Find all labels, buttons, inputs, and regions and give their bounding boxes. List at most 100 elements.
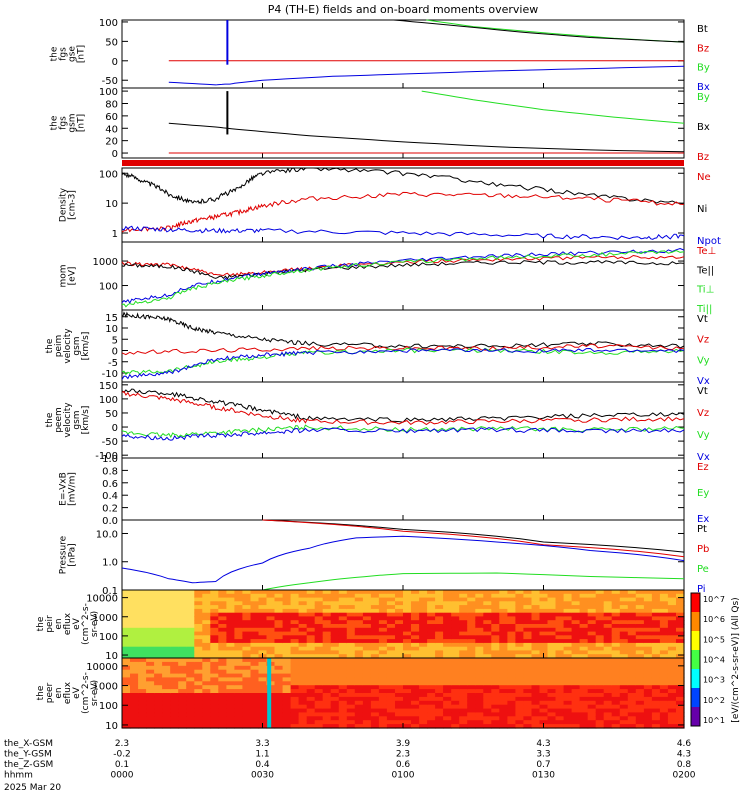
legend-pb: Pb [697,544,709,555]
y-axis-label: eflux [63,612,73,635]
series-pressure-pi [121,535,685,584]
legend-te: Te⊥ [696,246,716,257]
y-axis-label: the [36,616,46,631]
y-axis-label: Pressure [59,535,69,574]
y-axis-label: the [50,46,60,61]
colorbar-frame [690,592,701,727]
panel-peer-spectrogram [121,657,685,729]
legend-ti: Ti⊥ [696,285,714,296]
legend-bz: Bz [697,43,709,54]
legend-ez: Ez [697,462,709,473]
x-axis-value: 0000 [111,771,134,781]
colorbar-band [691,612,700,632]
legend-vz: Vz [697,335,709,346]
panel-peem-velocity [121,381,685,459]
y-axis-label: en [54,687,64,698]
x-axis-value: 4.3 [536,739,550,749]
series-pressure-pe [215,572,685,591]
x-axis-value: 0200 [673,771,696,781]
series-fgs-gsm-by [421,90,685,124]
y-axis-label: the [45,338,55,353]
y-tick-label: 0 [112,423,118,434]
legend-ti: Ti|| [696,304,712,315]
panel-peim-velocity [121,309,685,383]
plot-date: 2025 Mar 20 [4,783,61,793]
series-density-npot [121,225,685,240]
panel-peir-spectrogram [121,589,685,659]
y-tick-label: 5 [112,335,118,346]
x-axis-value: 4.3 [677,750,691,760]
series-fgs-gse-bx [168,65,685,86]
series-density-ne [121,191,685,233]
y-axis-label: gse [68,46,78,62]
y-tick-label: 0.1 [102,586,118,597]
y-tick-label: 15 [105,313,118,324]
y-axis-label: [nT] [77,114,87,132]
colorbar-tick-label: 10^4 [703,656,725,665]
y-tick-label: 10 [105,199,118,210]
y-tick-label: 0.4 [102,491,118,502]
panel-temperature [121,241,685,311]
y-tick-label: 0.0 [102,516,118,527]
y-tick-label: 0 [112,57,118,68]
plot-title: P4 (TH-E) fields and on-board moments ov… [268,3,539,16]
series-temperature-ti [121,247,685,305]
legend-bt: Bt [697,24,708,35]
y-tick-label: 10.0 [96,529,118,540]
panel-frame [121,19,685,89]
panel-pressure [121,519,685,591]
y-tick-label: -50 [102,437,118,448]
panel-frame [121,519,685,591]
y-tick-label: 100 [99,282,118,293]
x-axis-row-label: the_Y-GSM [4,750,52,760]
legend-ey: Ey [697,488,709,499]
y-axis-label: the [50,115,60,130]
colorbar-band [691,593,700,613]
series-temperature-te [121,260,685,280]
x-axis-value: -0.2 [113,750,131,760]
y-tick-label: 20 [105,137,118,148]
x-axis-value: 0.4 [255,760,270,770]
x-axis-value: 2.3 [115,739,129,749]
panel-density [121,167,685,243]
legend-vy: Vy [697,430,710,441]
y-tick-label: 0.6 [102,479,118,490]
legend-vt: Vt [697,314,708,325]
y-tick-label: 1.0 [102,454,118,465]
x-axis-value: 0.7 [536,760,550,770]
panel-frame [121,167,685,243]
y-tick-label: 60 [105,112,118,123]
legend-vt: Vt [697,386,708,397]
series-peim-velocity-vz [121,343,685,356]
colorbar-tick-label: 10^6 [703,615,725,624]
series-peem-velocity-vx [121,427,685,441]
series-temperature-ti [121,249,685,308]
series-pressure-pb [262,519,685,558]
legend-ni: Ni [697,204,707,215]
legend-bx: Bx [697,122,710,133]
y-axis-label: en [54,618,64,629]
x-axis-value: 4.6 [677,739,692,749]
x-axis-value: 0.6 [396,760,411,770]
y-axis-label: gsm [72,336,82,355]
y-tick-label: 0.8 [102,466,118,477]
y-axis-label: velocity [63,402,73,438]
legend-by: By [697,92,710,103]
y-axis-label: eflux [63,681,73,704]
x-axis-value: 0.8 [677,760,692,770]
mode-bar [122,160,684,166]
x-axis-value: 3.3 [536,750,550,760]
y-tick-label: 1 [112,229,118,240]
y-axis-label: sr-eV) [90,680,100,706]
colorbar-band [691,650,700,670]
y-axis-label: [nPa] [68,543,78,566]
y-axis-label: [nT] [77,45,87,63]
y-axis-label: (cm^2-s- [81,672,91,714]
y-axis-label: gsm [72,410,82,429]
y-axis-label: eV [72,617,82,630]
series-temperature-te [121,254,685,277]
y-tick-label: 10 [105,651,118,662]
legend-bz: Bz [697,152,709,163]
x-axis-value: 1.1 [255,750,269,760]
